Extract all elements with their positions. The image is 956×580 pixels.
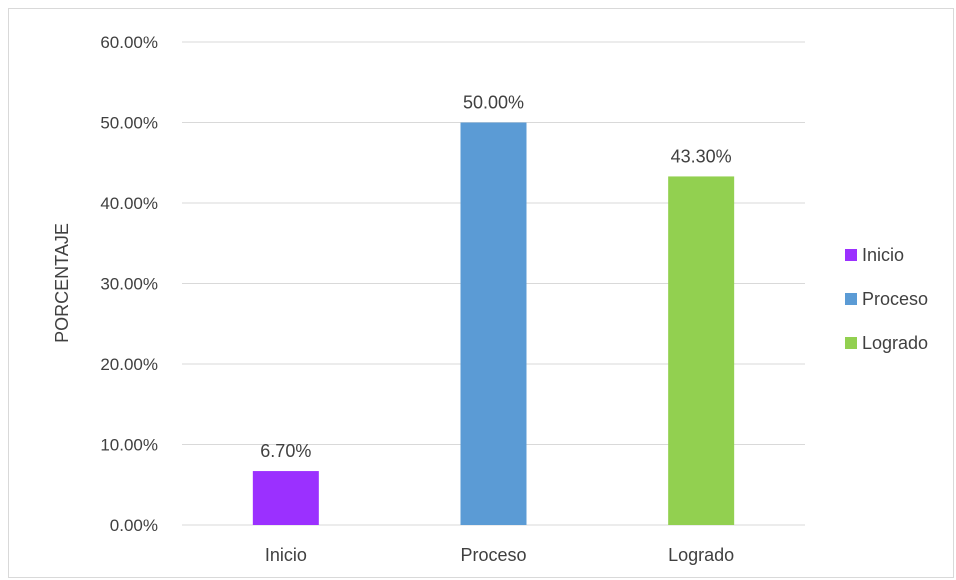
y-tick-label: 60.00%: [100, 33, 158, 52]
legend-swatch: [845, 293, 857, 305]
legend-swatch: [845, 337, 857, 349]
y-axis-label: PORCENTAJE: [52, 223, 72, 343]
y-axis-ticks: 0.00% 10.00% 20.00% 30.00% 40.00% 50.00% 60.00…: [100, 33, 158, 535]
x-tick-label: Inicio: [265, 545, 307, 565]
y-tick-label: 10.00%: [100, 436, 158, 455]
x-tick-label: Logrado: [668, 545, 734, 565]
y-tick-label: 30.00%: [100, 275, 158, 294]
y-tick-label: 0.00%: [110, 516, 158, 535]
data-labels: 6.70% 50.00% 43.30%: [260, 93, 731, 462]
bar-logrado: [668, 176, 735, 525]
legend-swatch: [845, 249, 857, 261]
y-tick-label: 40.00%: [100, 194, 158, 213]
y-tick-label: 50.00%: [100, 114, 158, 133]
bars: [252, 122, 735, 525]
x-tick-label: Proceso: [460, 545, 526, 565]
data-label: 50.00%: [463, 93, 524, 113]
x-axis-ticks: Inicio Proceso Logrado: [265, 545, 734, 565]
bar-proceso: [460, 122, 527, 525]
legend-label: Inicio: [862, 245, 904, 265]
y-tick-label: 20.00%: [100, 355, 158, 374]
legend: Inicio Proceso Logrado: [845, 245, 928, 353]
bar-inicio: [252, 471, 319, 525]
legend-label: Proceso: [862, 289, 928, 309]
data-label: 43.30%: [671, 146, 732, 166]
data-label: 6.70%: [260, 441, 311, 461]
legend-label: Logrado: [862, 333, 928, 353]
